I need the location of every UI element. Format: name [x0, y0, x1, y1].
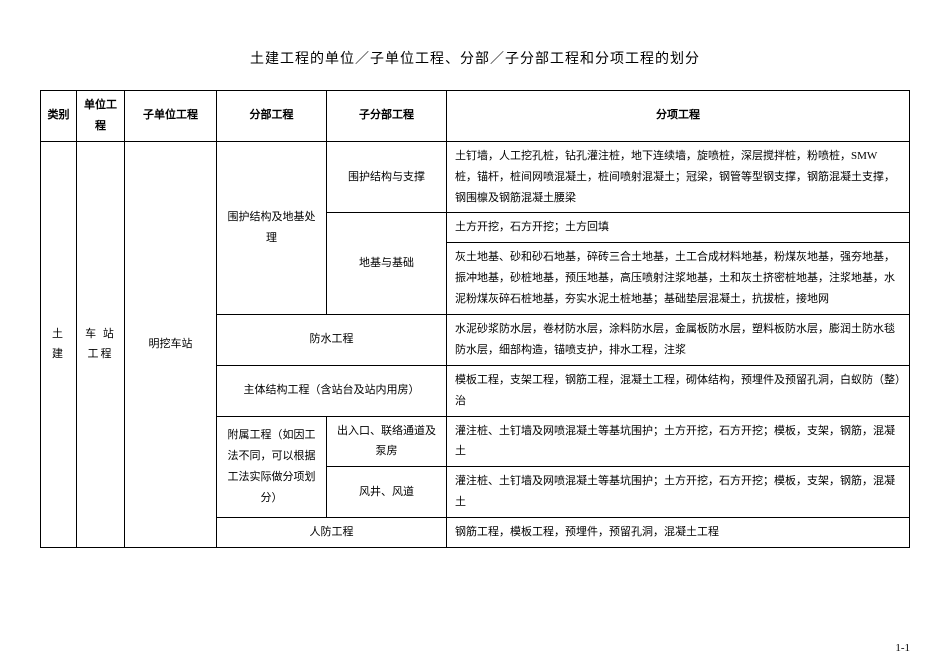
- cell-item1b1: 土方开挖，石方开挖；土方回填: [447, 213, 910, 243]
- cell-item5: 钢筋工程，模板工程，预埋件，预留孔洞，混凝土工程: [447, 518, 910, 548]
- cell-subdiv1b: 地基与基础: [327, 213, 447, 315]
- cell-div5: 人防工程: [217, 518, 447, 548]
- cell-div4: 附属工程（如因工法不同，可以根据工法实际做分项划分）: [217, 416, 327, 518]
- cell-item4b: 灌注桩、土钉墙及网喷混凝土等基坑围护；土方开挖，石方开挖；模板，支架，钢筋，混凝…: [447, 467, 910, 518]
- th-item: 分项工程: [447, 91, 910, 142]
- cell-sub-unit: 明挖车站: [125, 141, 217, 547]
- cell-subdiv4b: 风井、风道: [327, 467, 447, 518]
- th-sub-division: 子分部工程: [327, 91, 447, 142]
- classification-table: 类别 单位工程 子单位工程 分部工程 子分部工程 分项工程 土建 车 站 工程 …: [40, 90, 910, 548]
- th-division: 分部工程: [217, 91, 327, 142]
- th-sub-unit: 子单位工程: [125, 91, 217, 142]
- cell-subdiv4a: 出入口、联络通道及泵房: [327, 416, 447, 467]
- page-title: 土建工程的单位／子单位工程、分部／子分部工程和分项工程的划分: [40, 48, 910, 68]
- th-category: 类别: [41, 91, 77, 142]
- cell-div2: 防水工程: [217, 315, 447, 366]
- page-number: 1-1: [895, 642, 910, 654]
- cell-item1b2: 灰土地基、砂和砂石地基，碎砖三合土地基，土工合成材料地基，粉煤灰地基，强夯地基，…: [447, 243, 910, 315]
- cell-div3: 主体结构工程（含站台及站内用房）: [217, 365, 447, 416]
- page: 土建工程的单位／子单位工程、分部／子分部工程和分项工程的划分 类别 单位工程 子…: [0, 0, 950, 672]
- cell-unit: 车 站 工程: [77, 141, 125, 547]
- cell-item3: 模板工程，支架工程，钢筋工程，混凝土工程，砌体结构，预埋件及预留孔洞，白蚁防（整…: [447, 365, 910, 416]
- cell-item4a: 灌注桩、土钉墙及网喷混凝土等基坑围护；土方开挖，石方开挖；模板，支架，钢筋，混凝…: [447, 416, 910, 467]
- cell-div1: 围护结构及地基处理: [217, 141, 327, 314]
- table-row: 土建 车 站 工程 明挖车站 围护结构及地基处理 围护结构与支撑 土钉墙，人工挖…: [41, 141, 910, 213]
- cell-category: 土建: [41, 141, 77, 547]
- cell-item2: 水泥砂浆防水层，卷材防水层，涂料防水层，金属板防水层，塑料板防水层，膨润土防水毯…: [447, 315, 910, 366]
- th-unit: 单位工程: [77, 91, 125, 142]
- cell-subdiv1a: 围护结构与支撑: [327, 141, 447, 213]
- cell-item1a: 土钉墙，人工挖孔桩，钻孔灌注桩，地下连续墙，旋喷桩，深层搅拌桩，粉喷桩，SMW …: [447, 141, 910, 213]
- table-header-row: 类别 单位工程 子单位工程 分部工程 子分部工程 分项工程: [41, 91, 910, 142]
